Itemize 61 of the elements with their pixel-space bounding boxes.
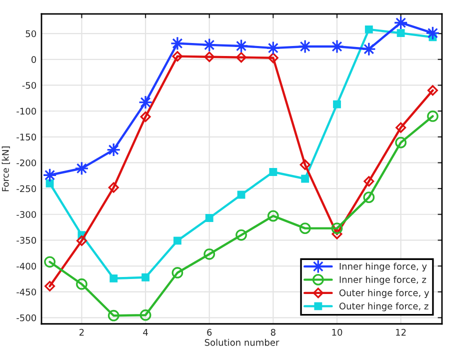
x-tick-label: 6 [207,328,212,336]
point [108,310,120,322]
point [76,235,87,246]
y-tick-label: -500 [16,314,36,322]
point [364,176,374,187]
point [364,25,373,34]
y-tick-label: -100 [16,108,36,115]
y-tick-label: -350 [16,236,36,244]
point [333,100,341,108]
point [236,52,247,63]
point [44,256,56,268]
point [140,309,152,321]
point [363,192,375,204]
point [204,52,215,62]
point [396,122,406,133]
point [140,111,151,122]
y-tick-label: -450 [16,288,36,296]
point [237,190,246,199]
y-tick-label: -200 [16,159,36,166]
x-tick-label: 10 [332,328,342,336]
point [427,110,438,122]
point [44,280,56,292]
point [236,229,247,241]
y-tick-label: 0 [31,56,36,63]
point [269,168,278,176]
x-tick-label: 8 [270,328,276,336]
legend-label: Outer hinge force, y [339,289,430,298]
point [108,182,119,193]
point [110,274,118,282]
point [267,210,279,222]
point [173,236,182,245]
x-tick-label: 12 [396,328,406,336]
point [427,85,438,96]
y-tick-label: -250 [16,185,36,192]
y-tick-label: 50 [26,30,36,38]
x-tick-label: 2 [79,328,84,336]
point [205,214,214,222]
point [76,278,88,290]
point [46,179,54,188]
y-tick-label: -50 [22,82,36,89]
point [331,222,343,234]
y-tick-label: -400 [16,262,36,270]
point [172,267,184,278]
point [142,273,150,282]
point [299,222,311,234]
point [332,228,342,240]
y-tick-label: -150 [16,134,36,140]
y-tick-label: -300 [16,211,36,218]
x-axis-title: Solution number [204,338,280,346]
legend-label: Outer hinge force, z [339,302,428,312]
x-tick-label: 4 [143,329,148,336]
legend-label: Inner hinge force, y [340,262,427,272]
point [300,160,310,170]
point [268,52,278,64]
point [395,136,407,148]
point [396,29,405,38]
point [204,248,216,260]
point [301,174,310,183]
legend-label: Inner hinge force, z [340,276,426,285]
point [172,51,183,62]
y-axis-title: Force [kN] [2,146,10,192]
